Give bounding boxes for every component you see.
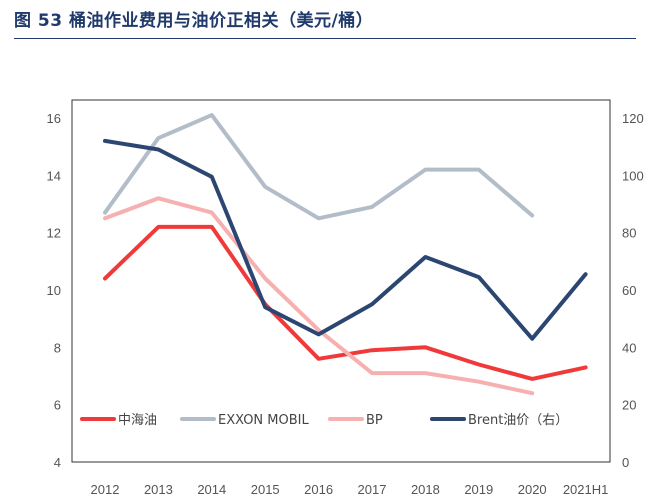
legend-label: Brent油价（右） [468, 413, 568, 428]
series-line-bp [103, 196, 535, 396]
x-tick-label: 2014 [197, 482, 226, 497]
right-axis-ticks: 0 20 40 60 80 100 120 [622, 111, 644, 470]
x-tick-label: 2020 [518, 482, 547, 497]
right-tick-label: 100 [622, 168, 644, 183]
x-tick-label: 2017 [358, 482, 387, 497]
left-tick-label: 14 [47, 168, 61, 183]
x-tick-label: 2019 [464, 482, 493, 497]
right-tick-label: 80 [622, 226, 636, 241]
right-tick-label: 20 [622, 398, 636, 413]
series-line-brent [103, 138, 588, 341]
x-axis-ticks: 2012 2013 2014 2015 2016 2017 2018 2019 2020 2021… [91, 482, 609, 497]
legend-label: 中海油 [118, 413, 157, 428]
legend: 中海油 EXXON MOBIL BP Brent油价（右） [80, 413, 568, 428]
left-tick-label: 16 [47, 111, 61, 126]
right-tick-label: 60 [622, 283, 636, 298]
x-tick-label: 2016 [304, 482, 333, 497]
right-tick-label: 0 [622, 455, 629, 470]
series-layer [103, 113, 588, 396]
x-tick-label: 2013 [144, 482, 173, 497]
x-tick-label: 2018 [411, 482, 440, 497]
right-tick-label: 40 [622, 340, 636, 355]
left-axis-ticks: 4 6 8 10 12 14 16 [47, 111, 61, 470]
right-tick-label: 120 [622, 111, 644, 126]
left-tick-label: 10 [47, 283, 61, 298]
series-line-cnooc [103, 224, 588, 381]
x-tick-label: 2015 [251, 482, 280, 497]
plot-frame [71, 99, 611, 463]
series-line-exxon [103, 113, 535, 221]
left-tick-label: 12 [47, 226, 61, 241]
left-tick-label: 6 [54, 398, 61, 413]
left-tick-label: 8 [54, 340, 61, 355]
title-divider [14, 38, 636, 39]
x-tick-label: 2021H1 [563, 482, 609, 497]
legend-label: EXXON MOBIL [218, 413, 309, 428]
left-tick-label: 4 [54, 455, 61, 470]
x-tick-label: 2012 [91, 482, 120, 497]
legend-label: BP [366, 413, 383, 428]
figure-title: 图 53 桶油作业费用与油价正相关（美元/桶） [14, 11, 374, 31]
